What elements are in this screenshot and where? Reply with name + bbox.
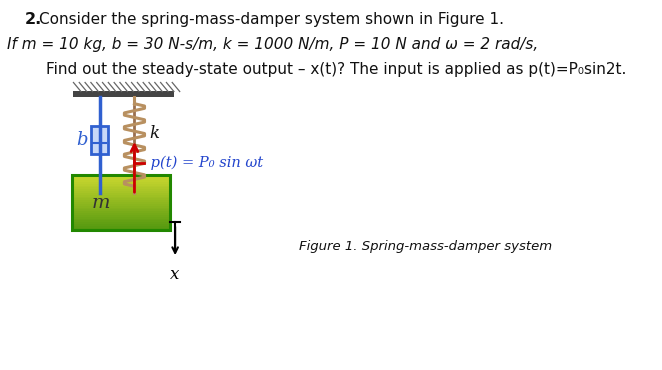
Bar bbox=[72, 206, 170, 208]
Bar bbox=[73, 91, 174, 97]
Bar bbox=[72, 196, 170, 199]
Bar bbox=[72, 200, 170, 202]
Bar bbox=[72, 213, 170, 215]
Bar bbox=[72, 175, 170, 230]
Bar bbox=[72, 211, 170, 213]
Bar bbox=[72, 209, 170, 212]
Bar bbox=[72, 176, 170, 179]
Bar bbox=[72, 220, 170, 223]
Text: m: m bbox=[92, 194, 111, 212]
Bar bbox=[72, 219, 170, 221]
Bar bbox=[72, 182, 170, 184]
Bar bbox=[72, 204, 170, 206]
Text: If m = 10 kg, b = 30 N-s/m, k = 1000 N/m, P = 10 N and ω = 2 rad/s,: If m = 10 kg, b = 30 N-s/m, k = 1000 N/m… bbox=[7, 37, 538, 52]
Bar bbox=[72, 189, 170, 192]
Bar bbox=[72, 191, 170, 194]
Bar bbox=[72, 198, 170, 201]
Bar bbox=[72, 217, 170, 219]
Bar bbox=[72, 208, 170, 210]
Text: 2.: 2. bbox=[25, 12, 42, 27]
Bar bbox=[72, 185, 170, 188]
Text: Figure 1. Spring-mass-damper system: Figure 1. Spring-mass-damper system bbox=[299, 240, 552, 253]
Text: x: x bbox=[170, 266, 180, 283]
Bar bbox=[72, 193, 170, 195]
Bar bbox=[72, 222, 170, 225]
Text: k: k bbox=[150, 124, 160, 141]
Bar bbox=[72, 184, 170, 186]
Bar bbox=[72, 224, 170, 226]
Bar bbox=[72, 202, 170, 204]
Text: b: b bbox=[76, 131, 88, 149]
Bar bbox=[72, 180, 170, 182]
Text: Find out the steady-state output – x(t)? The input is applied as p(t)=P₀sin2t.: Find out the steady-state output – x(t)?… bbox=[7, 62, 626, 77]
Bar bbox=[72, 226, 170, 228]
Bar bbox=[91, 126, 108, 154]
Bar bbox=[72, 215, 170, 217]
Bar bbox=[72, 228, 170, 230]
Bar bbox=[72, 195, 170, 197]
Bar bbox=[72, 187, 170, 190]
Bar bbox=[72, 178, 170, 181]
Text: p(t) = P₀ sin ωt: p(t) = P₀ sin ωt bbox=[146, 155, 263, 170]
Bar bbox=[72, 175, 170, 177]
Text: Consider the spring-mass-damper system shown in Figure 1.: Consider the spring-mass-damper system s… bbox=[39, 12, 504, 27]
